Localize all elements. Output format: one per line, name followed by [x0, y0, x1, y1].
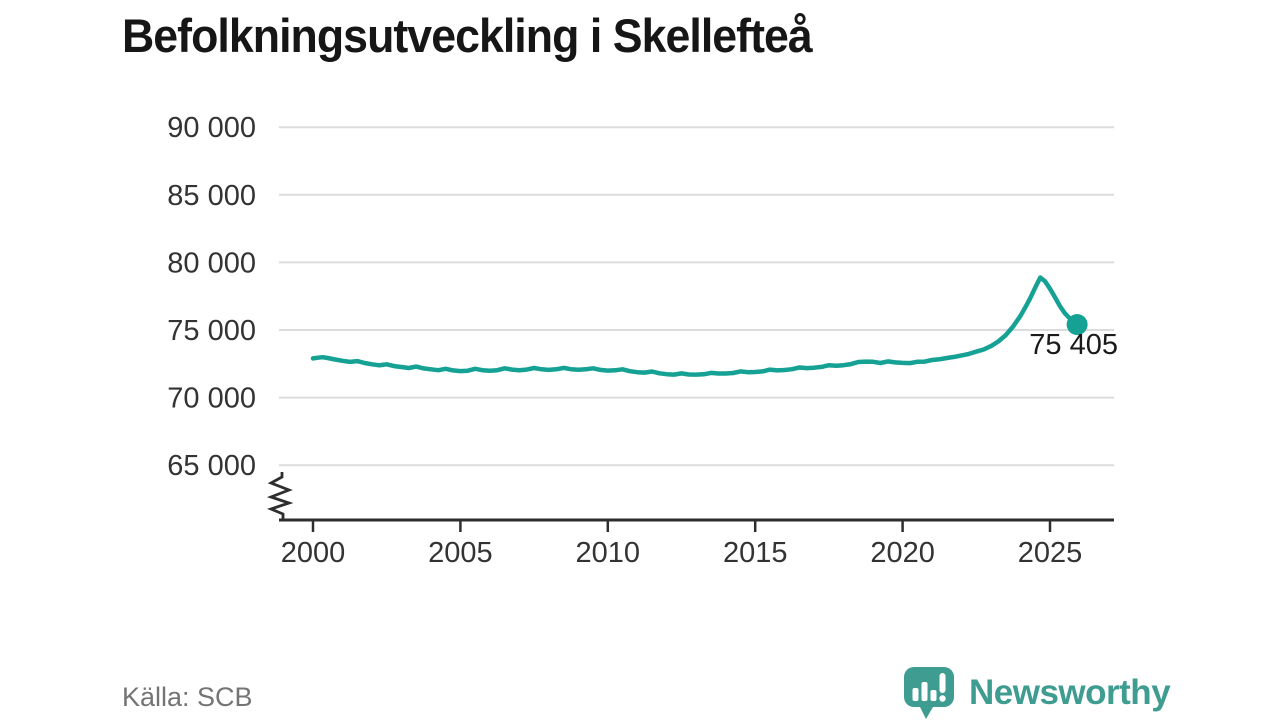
- y-tick-label: 85 000: [167, 180, 256, 212]
- y-tick-label: 65 000: [167, 450, 256, 482]
- x-tick-label: 2015: [723, 537, 788, 569]
- speech-bubble-shape: [904, 667, 954, 719]
- x-tick-label: 2010: [576, 537, 641, 569]
- x-tick-label: 2005: [428, 537, 493, 569]
- latest-value-label: 75 405: [1029, 329, 1118, 361]
- population-line: [310, 275, 1080, 377]
- x-tick-label: 2020: [870, 537, 935, 569]
- source-note: Källa: SCB: [122, 682, 253, 712]
- bar-icon-small: [912, 688, 919, 701]
- brand-name: Newsworthy: [969, 673, 1171, 712]
- x-tick-label: 2025: [1018, 537, 1083, 569]
- bar-icon-short: [930, 690, 937, 701]
- exclamation-stem-icon: [939, 673, 946, 693]
- bar-icon-tall: [921, 682, 928, 701]
- y-tick-label: 80 000: [167, 247, 256, 279]
- exclamation-dot-icon: [939, 695, 946, 702]
- x-tick-label: 2000: [281, 537, 346, 569]
- y-tick-label: 70 000: [167, 383, 256, 415]
- page-title: Befolkningsutveckling i Skellefteå: [122, 9, 813, 62]
- latest-point-marker: [1066, 314, 1088, 336]
- axis-break-icon: [266, 472, 294, 519]
- y-tick-label: 75 000: [167, 315, 256, 347]
- newsworthy-speech-bubble-chart-icon: [904, 667, 954, 719]
- y-tick-label: 90 000: [167, 112, 256, 144]
- newsworthy-logo: Newsworthy: [903, 666, 1171, 720]
